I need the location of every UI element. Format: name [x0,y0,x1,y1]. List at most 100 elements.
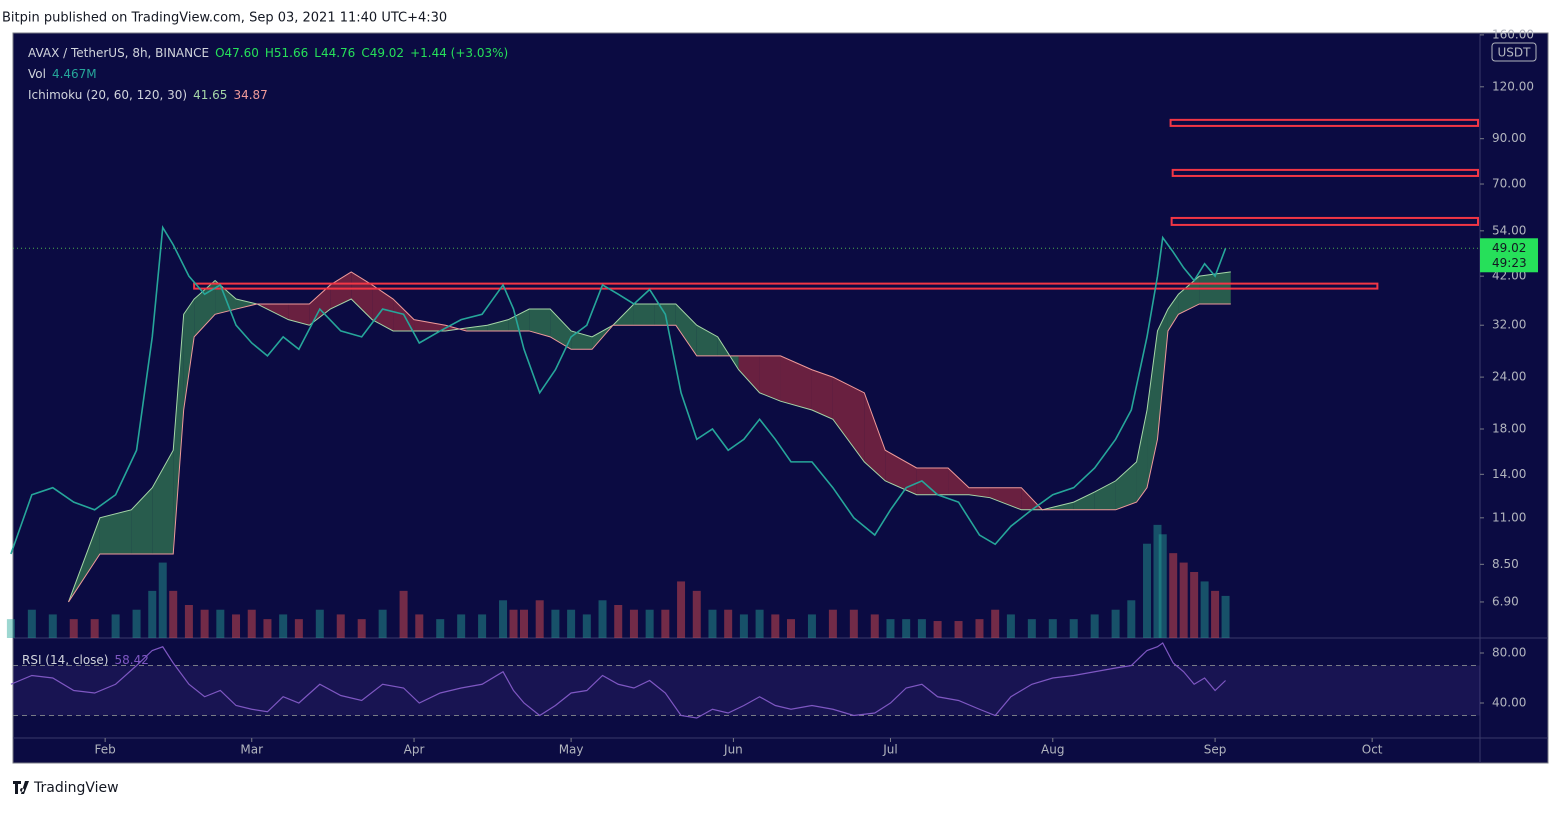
x-tick-label: Oct [1362,743,1383,757]
volume-bar [1090,614,1099,638]
volume-bar [954,621,963,638]
y-tick-label: 160.00 [1492,27,1534,41]
cloud-segment [508,309,530,331]
volume-bar [499,600,508,638]
last-price-label: 49.02 [1492,241,1526,255]
volume-bar [148,590,157,638]
price-line [10,225,1227,555]
volume-bar [1179,562,1188,638]
rsi-line [10,642,1226,719]
volume-bar [828,609,837,638]
volume-bar [1190,572,1199,638]
logo [13,781,29,794]
volume-bar [247,609,256,638]
rsi-value: 58.42 [114,653,148,667]
volume-bar [294,619,303,638]
cloud-segment [948,467,970,495]
y-tick-label: 14.00 [1492,467,1526,481]
volume-bar [478,614,487,638]
volume-bar [263,619,272,638]
volume-bar [1221,595,1230,638]
resistance-zone [1170,216,1479,226]
volume-bar [870,614,879,638]
cloud-segment [173,314,184,555]
cloud-segment [738,355,760,393]
volume-bar [216,609,225,638]
resistance-zone [193,282,1379,290]
volume-bar [315,609,324,638]
volume-bar [279,614,288,638]
legend-close: C49.02 [361,46,404,60]
volume-bar [169,590,178,638]
volume-bar [399,590,408,638]
volume-bar [739,614,748,638]
y-tick-label: 11.00 [1492,510,1526,524]
volume-bar [567,609,576,638]
volume-bar [598,600,607,638]
y-tick-label: 90.00 [1492,131,1526,145]
volume-bar [991,609,1000,638]
rsi-legend: RSI (14, close) 58.42 [22,653,149,667]
volume-bar [708,609,717,638]
volume-bar [535,600,544,638]
volume-bar [1143,543,1152,638]
volume-bar [378,609,387,638]
y-tick-label: 18.00 [1492,421,1526,435]
cloud-line [68,271,1231,603]
volume-bar [519,609,528,638]
volume-bar [692,590,701,638]
currency: USDT [1498,46,1532,60]
x-tick-label: May [559,743,584,757]
cloud-line [68,271,1231,603]
cloud-segment [675,303,697,356]
y-tick-label: 24.00 [1492,370,1526,384]
volume-bar [1169,553,1178,638]
volume-bar [111,614,120,638]
volume-bar [849,609,858,638]
rsi-band [13,665,1480,716]
cloud-segment [487,319,509,331]
legend-vol_value: 4.467M [52,67,97,81]
volume-bar [69,619,78,638]
y-tick-label: 8.50 [1492,557,1519,571]
volume-bar [184,605,193,638]
legend-ichimoku_b: 34.87 [233,88,267,102]
cloud-segment [236,299,257,310]
y-tick-label: 32.00 [1492,318,1526,332]
x-tick-label: Jul [882,743,897,757]
legend-ichimoku_name: Ichimoku (20, 60, 120, 30) [28,88,187,102]
cloud-segment [131,487,153,555]
cloud-segment [1115,461,1137,510]
volume-bar [807,614,816,638]
legend-row: AVAX / TetherUS, 8h, BINANCE O47.60 H51.66… [28,46,508,60]
rsi-tick-label: 40.00 [1492,696,1526,710]
legend-change: +1.44 (+3.03%) [410,46,508,60]
volume-bar [1211,590,1220,638]
volume-bar [677,581,686,638]
volume-bar [1153,524,1162,638]
volume-bar [509,609,518,638]
last-price-box [1480,238,1538,273]
volume-bar [132,609,141,638]
volume-bar [886,619,895,638]
y-tick-label: 120.00 [1492,79,1534,93]
cloud-segment [916,467,949,495]
resistance-zone [1171,168,1479,177]
volume-bar [436,619,445,638]
rsi-name: RSI (14, close) [22,653,108,667]
legend-symbol: AVAX / TetherUS, 8h, BINANCE [28,46,209,60]
cloud-segment [1136,409,1148,503]
volume-bar [200,609,209,638]
footer-brand: TradingView [33,780,119,796]
currency-box [1491,42,1537,62]
cloud-segment [1073,491,1095,510]
volume-bar [551,609,560,638]
volume-bar [787,619,796,638]
volume-bar [614,605,623,638]
resistance-zone [1169,118,1479,127]
volume-bar [724,609,733,638]
cloud-segment [529,309,551,337]
volume-bar [629,609,638,638]
